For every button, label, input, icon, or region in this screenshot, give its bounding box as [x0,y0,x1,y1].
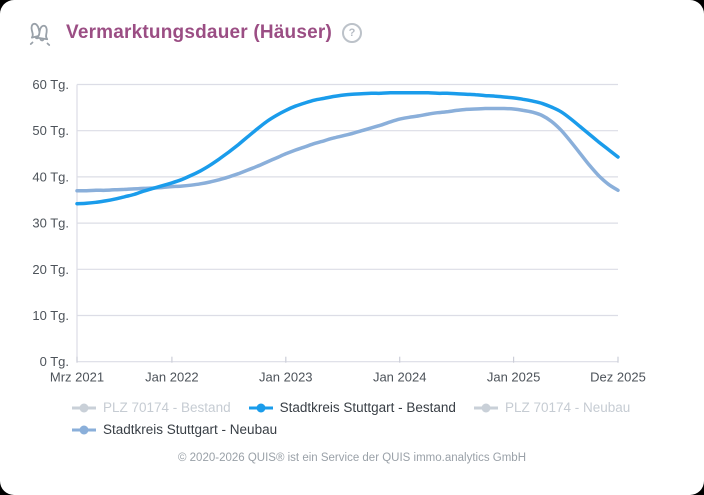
y-tick-label: 10 Tg. [32,308,69,323]
legend-marker-icon [473,403,498,412]
legend-item-stadtkreis-stuttgart-bestand[interactable]: Stadtkreis Stuttgart - Bestand [248,400,456,415]
legend-item-plz-70174-neubau[interactable]: PLZ 70174 - Neubau [473,400,631,415]
series-line-stadtkreis-stuttgart-bestand [75,91,620,206]
legend-item-stadtkreis-stuttgart-neubau[interactable]: Stadtkreis Stuttgart - Neubau [72,422,277,437]
chart-legend: PLZ 70174 - Bestand Stadtkreis Stuttgart … [72,400,696,437]
x-tick-label: Jan 2025 [487,370,541,385]
y-tick-label: 20 Tg. [32,262,69,277]
series-line-stadtkreis-stuttgart-neubau [75,106,620,193]
y-tick-label: 50 Tg. [32,123,69,138]
legend-label: Stadtkreis Stuttgart - Bestand [279,400,456,415]
chart-header: Vermarktungsdauer (Häuser) ? [24,19,363,47]
copyright-text: © 2020-2026 QUIS® ist ein Service der QU… [177,452,526,464]
x-tick-label: Jan 2023 [259,370,313,385]
y-tick-label: 30 Tg. [32,216,69,231]
y-tick-label: 40 Tg. [32,169,69,184]
legend-item-plz-70174-bestand[interactable]: PLZ 70174 - Bestand [72,400,231,415]
legend-marker-icon [248,403,273,412]
double-bell-icon [24,19,56,47]
legend-marker-icon [72,425,96,434]
legend-label: PLZ 70174 - Bestand [103,400,231,415]
legend-label: Stadtkreis Stuttgart - Neubau [103,422,278,437]
x-tick-label: Mrz 2021 [50,370,104,385]
x-tick-label: Dez 2025 [590,370,646,385]
legend-marker-icon [72,403,96,412]
y-tick-label: 60 Tg. [32,77,69,92]
y-tick-label: 0 Tg. [40,354,69,369]
legend-label: PLZ 70174 - Neubau [504,400,631,415]
x-tick-label: Jan 2022 [145,370,199,385]
page-title: Vermarktungsdauer (Häuser) [66,22,333,43]
x-tick-label: Jan 2024 [373,370,427,385]
help-icon[interactable]: ? [342,23,363,43]
